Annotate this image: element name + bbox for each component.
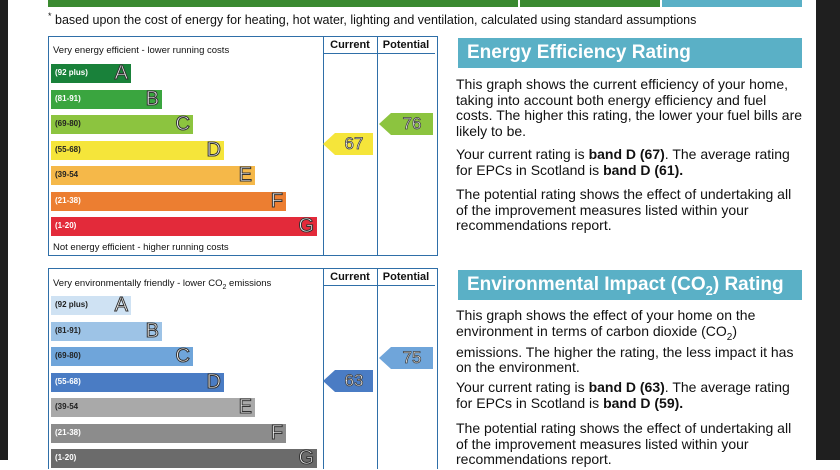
band-range: (81-91) bbox=[55, 325, 81, 335]
text: . The average rating for EPCs in Scotlan… bbox=[456, 379, 790, 411]
text: emissions bbox=[226, 278, 272, 289]
column-divider bbox=[323, 269, 324, 469]
current-rating-arrow: 63 bbox=[323, 370, 373, 392]
text: ) emissions. The higher the rating, the … bbox=[456, 322, 794, 376]
current-column-header: Current bbox=[323, 269, 377, 286]
energy-current-text: Your current rating is band D (67). The … bbox=[456, 146, 804, 178]
band-range: (21-38) bbox=[55, 195, 81, 205]
current-band: band D (63) bbox=[588, 379, 665, 395]
rating-band-f: (21-38) F bbox=[51, 189, 286, 212]
subscript: 2 bbox=[726, 331, 733, 343]
band-letter: C bbox=[175, 113, 190, 136]
rating-band-d: (55-68) D bbox=[51, 138, 224, 161]
band-letter: A bbox=[114, 294, 128, 317]
band-letter: D bbox=[206, 138, 221, 161]
band-letter: E bbox=[238, 396, 252, 419]
text: Your current rating is bbox=[456, 379, 589, 395]
potential-rating-arrow: 75 bbox=[379, 347, 433, 369]
current-band: band D (67) bbox=[588, 146, 665, 162]
current-rating-arrow: 67 bbox=[323, 133, 373, 155]
bottom-caption: Not energy efficient - higher running co… bbox=[53, 242, 229, 253]
column-divider bbox=[377, 269, 378, 469]
footnote-text: based upon the cost of energy for heatin… bbox=[55, 13, 697, 28]
band-letter: G bbox=[298, 215, 315, 238]
band-range: (39-54 bbox=[55, 402, 79, 411]
band-range: (55-68) bbox=[55, 376, 81, 386]
text: Your current rating is bbox=[456, 146, 589, 162]
rating-band-g: (1-20) G bbox=[51, 447, 317, 470]
band-range: (55-68) bbox=[55, 144, 81, 154]
average-band: band D (61). bbox=[603, 161, 684, 178]
potential-column-header: Potential bbox=[377, 37, 435, 54]
text: . The average rating for EPCs in Scotlan… bbox=[456, 146, 790, 178]
subscript: 2 bbox=[222, 283, 227, 291]
footnote: * based upon the cost of energy for heat… bbox=[48, 11, 697, 28]
rating-band-e: (39-54 E bbox=[51, 396, 255, 419]
energy-potential-text: The potential rating shows the effect of… bbox=[456, 186, 792, 233]
rating-band-c: (69-80) C bbox=[51, 345, 193, 368]
text: This graph shows the effect of your home… bbox=[456, 307, 756, 339]
text: Very environmentally friendly - lower CO bbox=[53, 278, 223, 289]
energy-panel-title: Energy Efficiency Rating bbox=[458, 38, 802, 68]
rating-band-g: (1-20) G bbox=[51, 215, 317, 238]
environmental-rating-chart: Current Potential Very environmentally f… bbox=[48, 268, 438, 470]
rating-band-a: (92 plus) A bbox=[51, 62, 131, 85]
column-divider bbox=[323, 37, 324, 255]
band-range: (92 plus) bbox=[55, 300, 88, 309]
current-rating-value: 67 bbox=[344, 134, 364, 154]
environmental-potential-text: The potential rating shows the effect of… bbox=[456, 420, 792, 467]
potential-column-header: Potential bbox=[377, 269, 435, 286]
potential-rating-value: 76 bbox=[402, 114, 422, 134]
band-letter: C bbox=[175, 345, 190, 368]
rating-band-d: (55-68) D bbox=[51, 370, 224, 393]
band-letter: B bbox=[145, 319, 159, 342]
energy-description: This graph shows the current efficiency … bbox=[456, 76, 803, 139]
potential-rating-arrow: 76 bbox=[379, 113, 433, 135]
band-range: (92 plus) bbox=[55, 68, 88, 77]
energy-rating-chart: Current Potential Very energy efficient … bbox=[48, 36, 438, 256]
top-bar-middle bbox=[520, 0, 660, 7]
top-bar-left bbox=[48, 0, 518, 7]
top-caption: Very environmentally friendly - lower CO… bbox=[53, 278, 271, 291]
rating-band-c: (69-80) C bbox=[51, 113, 193, 136]
top-bar-right bbox=[662, 0, 802, 7]
text: Environmental Impact (CO bbox=[467, 274, 706, 295]
band-letter: F bbox=[270, 189, 283, 212]
band-range: (1-20) bbox=[55, 453, 77, 462]
subscript: 2 bbox=[705, 282, 713, 298]
band-letter: D bbox=[206, 370, 221, 393]
column-divider bbox=[377, 37, 378, 255]
band-range: (39-54 bbox=[55, 170, 79, 179]
right-edge bbox=[816, 0, 840, 460]
band-range: (69-80) bbox=[55, 119, 81, 128]
top-caption: Very energy efficient - lower running co… bbox=[53, 45, 230, 56]
average-band: band D (59). bbox=[603, 394, 684, 411]
band-letter: F bbox=[270, 421, 283, 444]
band-letter: E bbox=[238, 164, 252, 187]
current-column-header: Current bbox=[323, 37, 377, 54]
rating-band-b: (81-91) B bbox=[51, 319, 162, 342]
current-rating-value: 63 bbox=[344, 371, 364, 391]
text: ) Rating bbox=[712, 274, 784, 295]
potential-rating-value: 75 bbox=[402, 348, 422, 368]
band-letter: A bbox=[114, 62, 128, 85]
rating-band-b: (81-91) B bbox=[51, 87, 162, 110]
left-edge bbox=[0, 0, 8, 460]
band-range: (81-91) bbox=[55, 93, 81, 103]
band-range: (69-80) bbox=[55, 351, 81, 360]
environmental-panel-title: Environmental Impact (CO2) Rating bbox=[458, 270, 802, 300]
rating-band-f: (21-38) F bbox=[51, 421, 286, 444]
band-letter: G bbox=[298, 447, 315, 470]
environmental-current-text: Your current rating is band D (63). The … bbox=[456, 379, 804, 411]
band-letter: B bbox=[145, 87, 159, 110]
band-range: (1-20) bbox=[55, 221, 77, 230]
band-range: (21-38) bbox=[55, 427, 81, 437]
rating-band-a: (92 plus) A bbox=[51, 294, 131, 317]
rating-band-e: (39-54 E bbox=[51, 164, 255, 187]
environmental-description: This graph shows the effect of your home… bbox=[456, 307, 804, 376]
